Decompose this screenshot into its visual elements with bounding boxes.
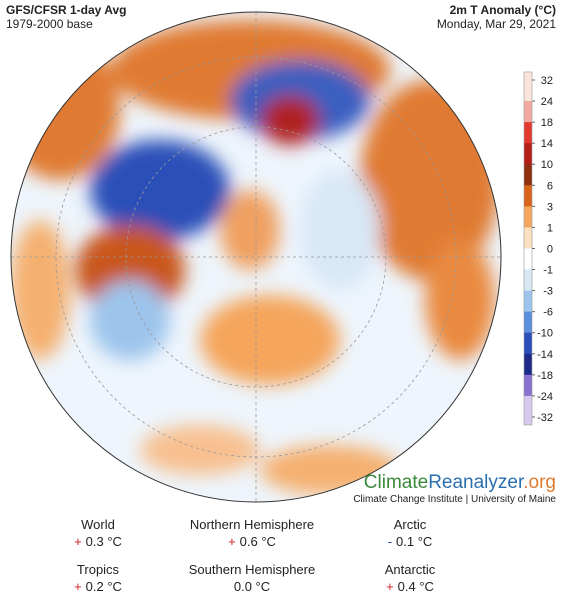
colorbar-label: -3 (543, 286, 553, 298)
colorbar-label: -18 (537, 370, 553, 382)
stat-region: Southern Hemisphere (189, 562, 315, 577)
colorbar-cap (524, 72, 532, 80)
colorbar-label: 32 (541, 75, 553, 87)
colorbar-label: 0 (547, 243, 553, 255)
date: Monday, Mar 29, 2021 (437, 17, 557, 31)
colorbar-label: 1 (547, 222, 553, 234)
stats: World + 0.3 °C Northern Hemisphere + 0.6 °C Ar… (74, 517, 436, 594)
colorbar-swatch (524, 248, 532, 271)
colorbar-label: -14 (537, 349, 553, 361)
colorbar-label: 24 (541, 96, 553, 108)
colorbar-label: 10 (541, 159, 553, 171)
colorbar-swatch (524, 164, 532, 186)
colorbar-swatch (524, 353, 532, 376)
brand-part: Climate (364, 472, 428, 493)
brand-logo: ClimateReanalyzer.org (364, 472, 556, 493)
colorbar-swatch (524, 206, 532, 228)
map-title: GFS/CFSR 1-day Avg (6, 3, 126, 17)
stat-value: 0.1 °C (396, 534, 432, 549)
colorbar-swatch (524, 143, 532, 165)
colorbar-swatch (524, 374, 532, 397)
colorbar-swatch (524, 290, 532, 313)
variable-title: 2m T Anomaly (°C) (450, 3, 556, 17)
stat-region: Tropics (77, 562, 120, 577)
brand-part: Reanalyzer (428, 472, 525, 493)
stat-reading: -0.1 °C (388, 534, 433, 549)
stat-region: Arctic (394, 517, 427, 532)
colorbar-label: -32 (537, 412, 553, 424)
stat-sign: + (386, 579, 394, 594)
map-subtitle: 1979-2000 base (6, 17, 93, 31)
stat-reading: +0.4 °C (386, 579, 434, 594)
colorbar-label: -6 (543, 307, 553, 319)
colorbar-label: 18 (541, 117, 553, 129)
colorbar-swatch (524, 101, 532, 123)
colorbar-swatch (524, 395, 532, 418)
stat-sign: + (74, 534, 82, 549)
brand-credit: Climate Change Institute | University of… (353, 494, 556, 505)
globe-map (11, 12, 501, 502)
stat-sign: + (74, 579, 82, 594)
colorbar-swatch (524, 185, 532, 207)
colorbar-label: 3 (547, 201, 553, 213)
colorbar-swatch (524, 311, 532, 334)
colorbar-label: -1 (543, 265, 553, 277)
colorbar-label: 6 (547, 180, 553, 192)
stat-reading: +0.2 °C (74, 579, 122, 594)
colorbar-swatch (524, 227, 532, 249)
brand-part: .org (523, 472, 556, 493)
stat-value: 0.4 °C (398, 579, 434, 594)
stat-region: Antarctic (385, 562, 436, 577)
colorbar-label: -10 (537, 328, 553, 340)
stat-reading: +0.3 °C (74, 534, 122, 549)
colorbar-label: 14 (541, 138, 553, 150)
stat-value: 0.2 °C (86, 579, 122, 594)
stat-sign: + (228, 534, 236, 549)
stat-region: World (81, 517, 115, 532)
colorbar-swatch (524, 269, 532, 292)
colorbar-label: -24 (537, 391, 553, 403)
stat-reading: +0.6 °C (228, 534, 276, 549)
colorbar-swatch (524, 332, 532, 355)
stat-sign: - (388, 534, 392, 549)
stat-value: 0.0 °C (234, 579, 270, 594)
colorbar-swatch (524, 122, 532, 144)
stat-region: Northern Hemisphere (190, 517, 314, 532)
colorbar-swatch (524, 80, 532, 102)
colorbar-cap (524, 416, 532, 425)
stat-value: 0.3 °C (86, 534, 122, 549)
stat-value: 0.6 °C (240, 534, 276, 549)
stat-reading: 0.0 °C (234, 579, 270, 594)
